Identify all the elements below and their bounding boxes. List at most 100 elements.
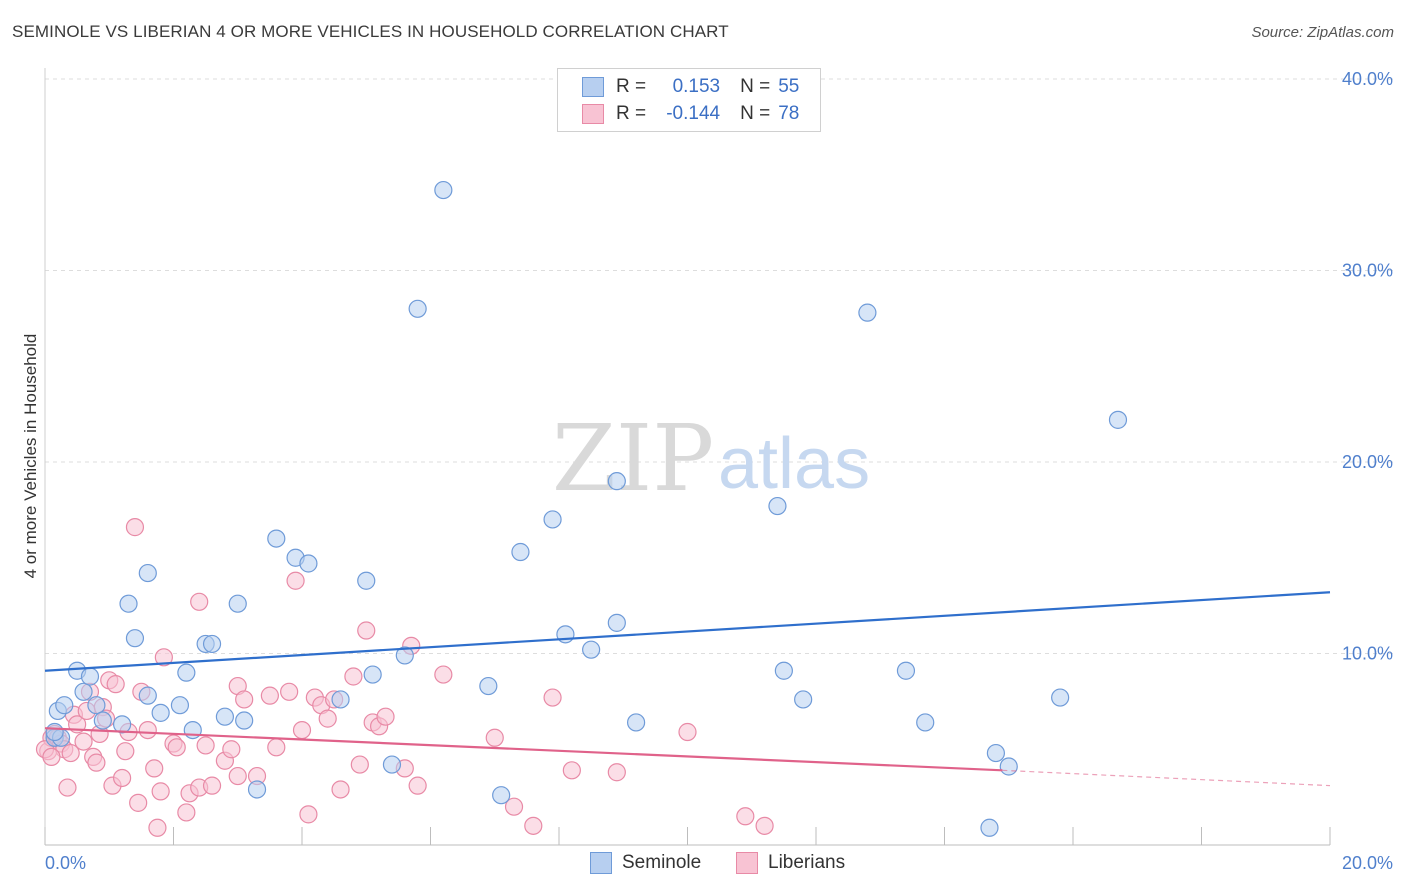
seminole-point[interactable]	[434, 180, 453, 200]
seminole-point[interactable]	[151, 703, 170, 722]
seminole-point[interactable]	[607, 613, 626, 632]
seminole-point[interactable]	[980, 818, 999, 837]
seminole-point[interactable]	[45, 722, 64, 742]
seminole-point[interactable]	[382, 755, 402, 774]
seminole-point[interactable]	[626, 713, 646, 732]
liberian-legend-swatch	[736, 852, 758, 874]
liberian-point[interactable]	[260, 686, 279, 705]
seminole-point[interactable]	[138, 686, 157, 705]
chart-title: SEMINOLE VS LIBERIAN 4 OR MORE VEHICLES …	[12, 22, 729, 41]
liberian-point[interactable]	[434, 665, 453, 684]
seminole-point[interactable]	[93, 711, 112, 730]
seminole-point[interactable]	[55, 696, 74, 715]
liberian-point[interactable]	[678, 722, 697, 742]
seminole-point[interactable]	[74, 682, 93, 701]
seminole-point[interactable]	[215, 707, 234, 726]
liberian-point[interactable]	[376, 707, 395, 726]
seminole-point[interactable]	[1108, 410, 1128, 429]
seminole-point[interactable]	[607, 472, 626, 491]
seminole-point[interactable]	[999, 757, 1018, 776]
liberian-point[interactable]	[562, 761, 581, 780]
seminole-point[interactable]	[916, 713, 935, 732]
liberian-point[interactable]	[148, 818, 167, 837]
seminole-point[interactable]	[363, 665, 382, 684]
seminole-r-value: 0.153	[672, 76, 721, 97]
seminole-point[interactable]	[479, 676, 498, 696]
liberian-point[interactable]	[138, 720, 157, 740]
seminole-point[interactable]	[202, 634, 222, 654]
seminole-point[interactable]	[235, 711, 254, 730]
liberian-point[interactable]	[74, 732, 93, 751]
seminole-point[interactable]	[986, 743, 1006, 763]
liberian-point[interactable]	[543, 688, 562, 707]
seminole-point[interactable]	[768, 496, 787, 516]
liberian-point[interactable]	[116, 742, 135, 761]
seminole-point[interactable]	[331, 690, 350, 709]
liberian-point[interactable]	[228, 766, 247, 786]
liberian-point[interactable]	[504, 797, 524, 816]
seminole-point[interactable]	[80, 667, 100, 686]
liberian-point[interactable]	[280, 682, 299, 701]
liberian-point[interactable]	[129, 793, 148, 812]
seminole-point[interactable]	[119, 594, 138, 613]
liberian-point[interactable]	[177, 803, 196, 822]
seminole-point[interactable]	[794, 690, 813, 709]
liberian-point[interactable]	[292, 720, 312, 740]
liberian-point[interactable]	[286, 571, 305, 590]
liberian-point[interactable]	[357, 621, 376, 640]
seminole-point[interactable]	[858, 303, 877, 322]
liberian-point[interactable]	[202, 776, 222, 795]
legend-item-seminole[interactable]: Seminole	[590, 852, 701, 874]
liberian-point[interactable]	[190, 592, 209, 611]
seminole-point[interactable]	[138, 563, 157, 583]
liberian-point[interactable]	[61, 743, 80, 763]
liberian-point[interactable]	[235, 690, 254, 709]
seminole-point[interactable]	[170, 696, 190, 715]
liberian-point[interactable]	[755, 816, 774, 835]
liberian-point[interactable]	[736, 807, 755, 826]
liberian-point[interactable]	[145, 759, 164, 778]
seminole-point[interactable]	[177, 663, 196, 682]
seminole-point[interactable]	[112, 715, 132, 734]
seminole-point[interactable]	[299, 554, 318, 573]
liberian-point[interactable]	[58, 778, 77, 797]
seminole-point[interactable]	[267, 529, 286, 548]
liberian-point[interactable]	[154, 648, 173, 667]
liberian-point[interactable]	[331, 780, 350, 799]
seminole-point[interactable]	[511, 542, 530, 562]
liberian-point[interactable]	[485, 728, 504, 747]
seminole-point[interactable]	[247, 780, 267, 799]
watermark-zip: ZIP	[552, 405, 714, 512]
liberian-point[interactable]	[167, 738, 186, 757]
seminole-point[interactable]	[357, 571, 376, 590]
liberian-point[interactable]	[112, 768, 132, 788]
liberian-point[interactable]	[350, 755, 369, 774]
liberian-point[interactable]	[408, 776, 427, 795]
liberian-point[interactable]	[87, 753, 106, 772]
seminole-point[interactable]	[125, 629, 145, 648]
liberian-point[interactable]	[344, 667, 363, 686]
seminole-point[interactable]	[228, 594, 247, 613]
liberian-point[interactable]	[607, 763, 626, 782]
liberian-point[interactable]	[42, 747, 61, 767]
seminole-point[interactable]	[87, 696, 106, 715]
liberian-point[interactable]	[318, 709, 337, 728]
seminole-point[interactable]	[774, 661, 793, 680]
seminole-point[interactable]	[1051, 688, 1070, 707]
liberian-point[interactable]	[125, 518, 145, 537]
liberian-point[interactable]	[267, 738, 286, 757]
seminole-point[interactable]	[896, 661, 916, 680]
liberian-point[interactable]	[222, 740, 241, 759]
liberian-point[interactable]	[196, 736, 215, 755]
seminole-point[interactable]	[395, 646, 414, 665]
seminole-point[interactable]	[408, 299, 427, 318]
liberian-point[interactable]	[299, 805, 318, 824]
liberian-point[interactable]	[524, 816, 543, 835]
liberian-point[interactable]	[151, 782, 170, 801]
seminole-point[interactable]	[582, 640, 601, 659]
legend-item-liberians[interactable]: Liberians	[736, 852, 845, 874]
seminole-point[interactable]	[492, 786, 511, 805]
liberian-point[interactable]	[106, 675, 125, 694]
seminole-point[interactable]	[543, 510, 562, 529]
